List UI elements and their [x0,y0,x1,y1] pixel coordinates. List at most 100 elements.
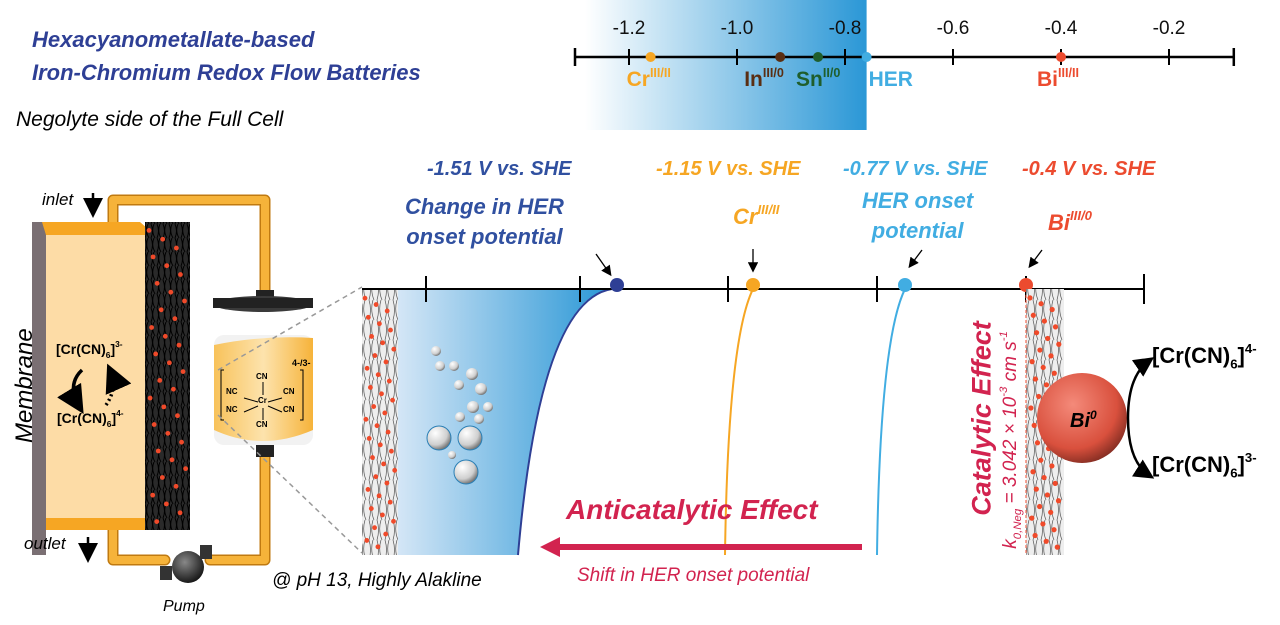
particle [377,442,383,448]
particle [383,531,389,537]
particle [154,280,160,286]
marker-sn [813,52,823,62]
marker-her-shifted [610,278,624,292]
ligand-bottom: CN [256,420,268,429]
particle [371,404,377,409]
particle [1034,330,1040,336]
bismuth-sphere [1037,373,1127,463]
cell-body [46,235,148,518]
marker-cr [746,278,760,292]
particle [1028,405,1034,411]
scale-tick-label: -1.0 [720,18,754,39]
species-cr-ii: [Cr(CN)6]4- [57,408,124,429]
pump-label: Pump [163,598,205,615]
particle [1052,324,1059,330]
particle [1033,486,1039,492]
pointer-arrows [595,249,1043,277]
particle [1054,544,1060,550]
ligand-right-bottom: CN [283,405,295,414]
particle [380,340,386,346]
particle [1029,359,1035,365]
particle [172,316,178,322]
particle [162,333,168,339]
particle [1030,312,1036,318]
particle [168,289,174,295]
particle [373,474,379,480]
particle [1048,509,1054,515]
zoom-guide-lines [217,286,363,554]
particle [392,467,398,473]
particle [376,493,382,499]
particle [1032,532,1038,539]
particle [1032,376,1038,382]
marker-label-in: InIII/0 [744,66,784,91]
bi0-label: Bi0 [1070,408,1097,432]
particle [146,228,152,233]
particle [173,245,179,251]
particle [372,353,378,358]
potential-her-onset: -0.77 V vs. SHE [843,158,988,180]
particle [153,351,159,357]
particle [176,342,182,348]
her-region [398,289,610,555]
rate-constant-label: k0,Neg = 3.042 × 10-3 cm s-1 [998,331,1024,549]
particle [381,461,386,467]
particle [1029,515,1035,521]
title-line-1: Hexacyanometallate-based [32,27,315,52]
particle [373,302,379,307]
particle [1031,422,1037,428]
membrane-label: Membrane [11,328,38,443]
her-curve-onset [876,288,906,556]
particle [1045,335,1051,342]
particle [178,272,183,277]
change-her-label: Change in HER onset potential [405,194,564,249]
particle [1051,370,1057,376]
potential-bi: -0.4 V vs. SHE [1022,158,1156,180]
particle [1034,440,1041,446]
particle [1036,393,1042,400]
subtitle: Negolyte side of the Full Cell [16,108,284,131]
particle [368,506,374,511]
particle [384,480,390,486]
outlet-label: outlet [24,534,66,553]
particle [1055,498,1062,504]
catalytic-label: Catalytic Effect [966,321,997,516]
particle [1038,457,1044,463]
particle [384,308,390,314]
ligand-right-top: CN [283,387,295,396]
particle [1049,463,1055,469]
marker-bi [1019,278,1033,292]
potential-cr: -1.15 V vs. SHE [656,158,801,180]
bi-redox-label: BiIII/0 [1048,208,1092,235]
particle [385,429,391,435]
particle [157,378,163,383]
particle [362,295,368,301]
particle [1052,480,1058,486]
pump-icon [160,545,212,583]
ligand-left-top: NC [226,387,238,396]
hydrogen-evolution-region [585,0,867,130]
cell-top-band [42,222,155,235]
particle [1040,521,1046,527]
product-cr-ii: [Cr(CN)6]4- [1152,341,1257,372]
marker-label-sn: SnII/0 [796,66,841,91]
particle [1043,538,1049,544]
scale-tick-label: -1.2 [612,18,646,39]
particle [1030,469,1036,475]
particle [389,448,394,454]
particle [164,263,170,269]
membrane [32,222,46,555]
particle [383,359,389,365]
marker-label-bi: BiIII/II [1037,66,1079,91]
particle [370,455,375,460]
particle [151,422,157,427]
marker-label-cr: CrIII/II [626,66,671,91]
particle [391,518,396,524]
product-cr-iii: [Cr(CN)6]3- [1152,450,1257,481]
particle [155,448,161,454]
particle [386,378,392,384]
particle [165,430,171,436]
oxidation-arrow-icon [1126,357,1155,419]
particle [1051,527,1057,533]
particle [154,519,160,524]
